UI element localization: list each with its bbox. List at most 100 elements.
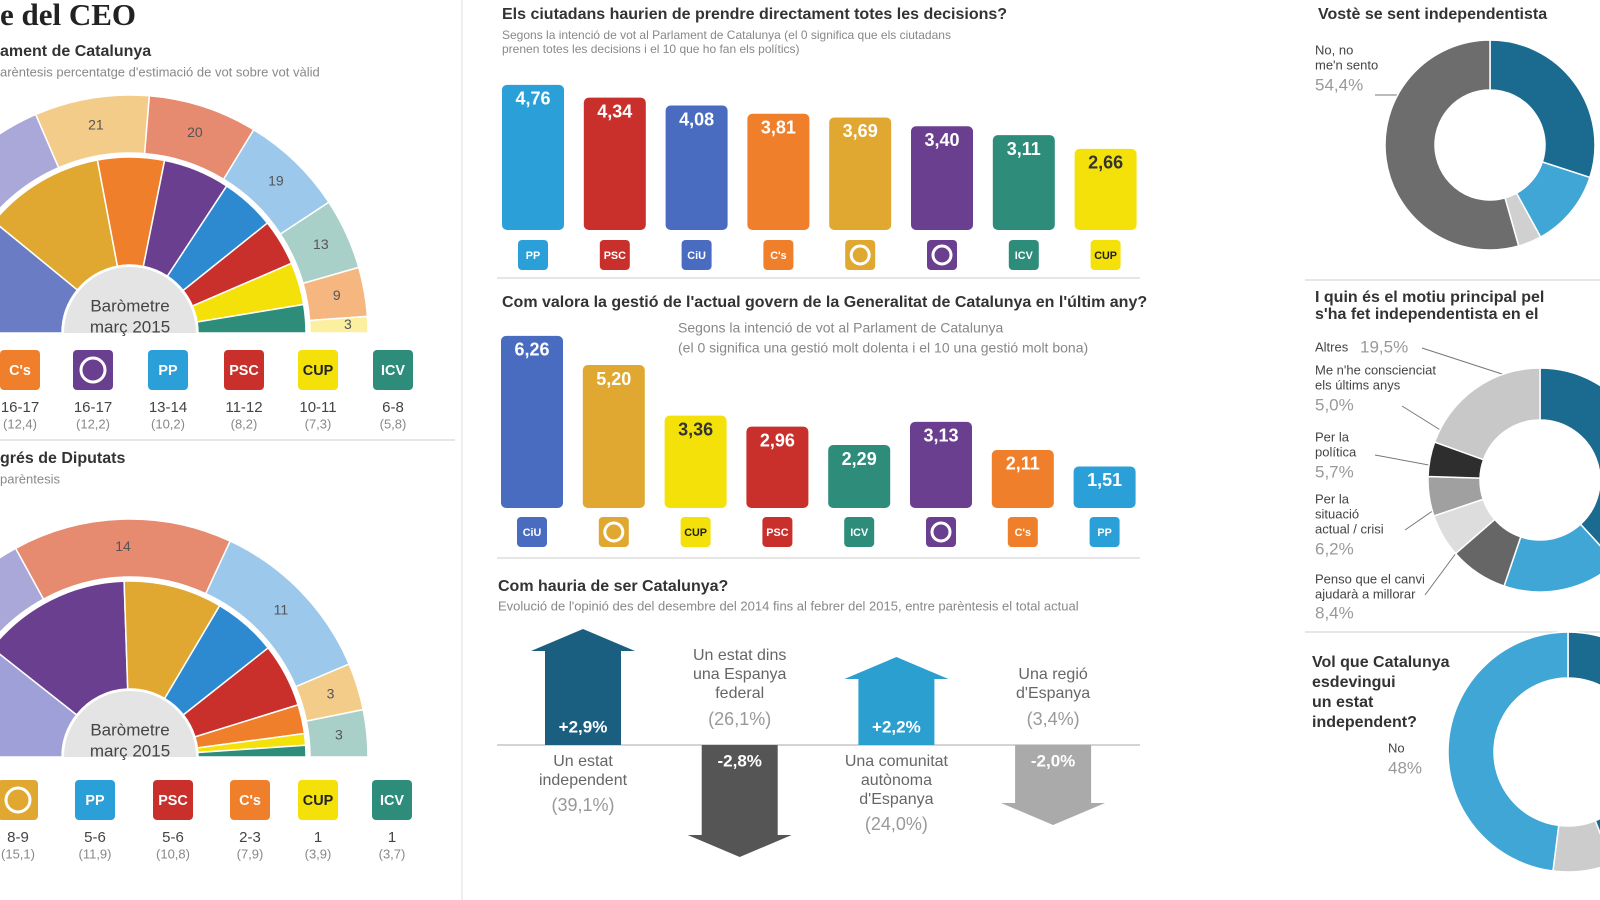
party-logo (598, 517, 629, 547)
donut-slice (1489, 39, 1596, 179)
party-logo-text: C's (1015, 527, 1031, 539)
party-logo (1090, 240, 1121, 270)
category-label: Una regió (1018, 666, 1087, 683)
projection-wedge (0, 225, 79, 334)
bar (747, 113, 810, 230)
bar (828, 445, 891, 508)
slice-label: actual / crisi (1315, 521, 1384, 536)
seat-label: 3 (327, 685, 335, 701)
seat-label: 13 (313, 236, 329, 252)
party-logo-text: ICV (1015, 250, 1034, 262)
bar (992, 135, 1055, 230)
party-logo-text: C's (239, 793, 261, 809)
vote-estimate: (12,2) (76, 416, 110, 431)
party-logo-text: C's (9, 363, 31, 379)
seat-label: 3 (335, 727, 343, 743)
vote-estimate: (15,1) (1, 846, 35, 861)
chart-subtitle: Evolució de l'opinió des del desembre de… (498, 598, 1079, 613)
vote-estimate: (10,8) (156, 846, 190, 861)
chart-subtitle: Segons la intenció de vot al Parlament d… (502, 28, 951, 42)
category-label: independent (539, 772, 628, 789)
party-logo (230, 780, 270, 820)
bar (1073, 466, 1136, 508)
party-logo (148, 350, 188, 390)
leader-line (1374, 347, 1506, 596)
category-label: Una comunitat (845, 753, 949, 770)
slice-label: Penso que el canvi (1315, 571, 1425, 586)
party-logo-text: ICV (850, 527, 869, 539)
slice-value: 6,2% (1315, 539, 1354, 558)
category-label: autònoma (861, 772, 932, 789)
seat-range: 1 (314, 829, 322, 846)
party-logo-text: CUP (684, 527, 707, 539)
projection-wedge (0, 653, 78, 758)
bar-value-label: 3,40 (924, 130, 959, 150)
hemicycle-center (64, 691, 196, 757)
slice-label: Altres (1315, 339, 1349, 354)
arrow (1001, 745, 1106, 825)
category-label: federal (715, 685, 764, 702)
total-label: (26,1%) (708, 709, 771, 729)
section-title: ament de Catalunya (0, 43, 151, 60)
bar (911, 126, 973, 230)
party-logo (518, 240, 548, 270)
party-logo (373, 350, 413, 390)
projection-wedge (0, 580, 129, 716)
seat-range: 16-17 (74, 399, 112, 416)
donut-slice (1539, 367, 1600, 547)
party-logo-text: PP (85, 793, 105, 809)
party-logo-text: PP (158, 363, 178, 379)
seat-label: 9 (333, 287, 341, 303)
section-subtitle: parèntesis (0, 471, 60, 486)
seat-range: 1 (388, 829, 396, 846)
bar-value-label: 5,20 (596, 369, 631, 389)
vote-estimate: (10,2) (151, 416, 185, 431)
party-logo-text: CiU (687, 250, 706, 262)
category-label: d'Espanya (1016, 685, 1090, 702)
party-logo (844, 517, 875, 547)
seat-range: 2-3 (239, 829, 261, 846)
party-logo-text: PSC (604, 250, 626, 262)
party-logo (73, 350, 113, 390)
category-label: una Espanya (693, 666, 787, 683)
bar (829, 117, 892, 230)
bar (991, 449, 1054, 508)
slice-value: 5,7% (1315, 462, 1354, 481)
center-label: març 2015 (90, 741, 170, 760)
page-title: e del CEO (0, 0, 136, 32)
bar (501, 335, 563, 508)
bar-value-label: 3,36 (678, 419, 713, 439)
party-logo-text: ICV (381, 363, 405, 379)
bar (665, 105, 728, 230)
donut-slice (1552, 819, 1600, 873)
arrow-value-label: +2,9% (559, 717, 608, 736)
bar-value-label: 2,29 (842, 449, 877, 469)
party-logo-text: PSC (766, 527, 788, 539)
chart-subtitle: prenen totes les decisions i el 10 que h… (502, 42, 800, 56)
donut-title: esdevingui (1312, 674, 1396, 691)
party-logo-text: ICV (380, 793, 404, 809)
bar-value-label: 3,69 (843, 121, 878, 141)
slice-label: situació (1315, 506, 1359, 521)
seat-range: 6-8 (382, 399, 404, 416)
donut-slice (1384, 39, 1520, 251)
vote-estimate: (12,4) (3, 416, 37, 431)
party-logo-text: PP (1097, 527, 1111, 539)
category-label: Un estat dins (693, 647, 786, 664)
donut-title: un estat (1312, 694, 1374, 711)
party-logo-mark (603, 521, 625, 543)
party-logo (762, 517, 793, 547)
donut-slice (1567, 631, 1600, 835)
category-label: d'Espanya (859, 791, 933, 808)
bar (910, 421, 972, 508)
center-label: Baròmetre (90, 720, 169, 739)
chart-subtitle: (el 0 significa una gestió molt dolenta … (678, 340, 1088, 356)
party-logo-text: CUP (1094, 250, 1117, 262)
bar (664, 415, 727, 508)
seat-label: 3 (344, 316, 352, 332)
seat-range: 5-6 (162, 829, 184, 846)
bar (582, 365, 645, 508)
party-logo (599, 240, 630, 270)
section-title: grés de Diputats (0, 450, 125, 467)
